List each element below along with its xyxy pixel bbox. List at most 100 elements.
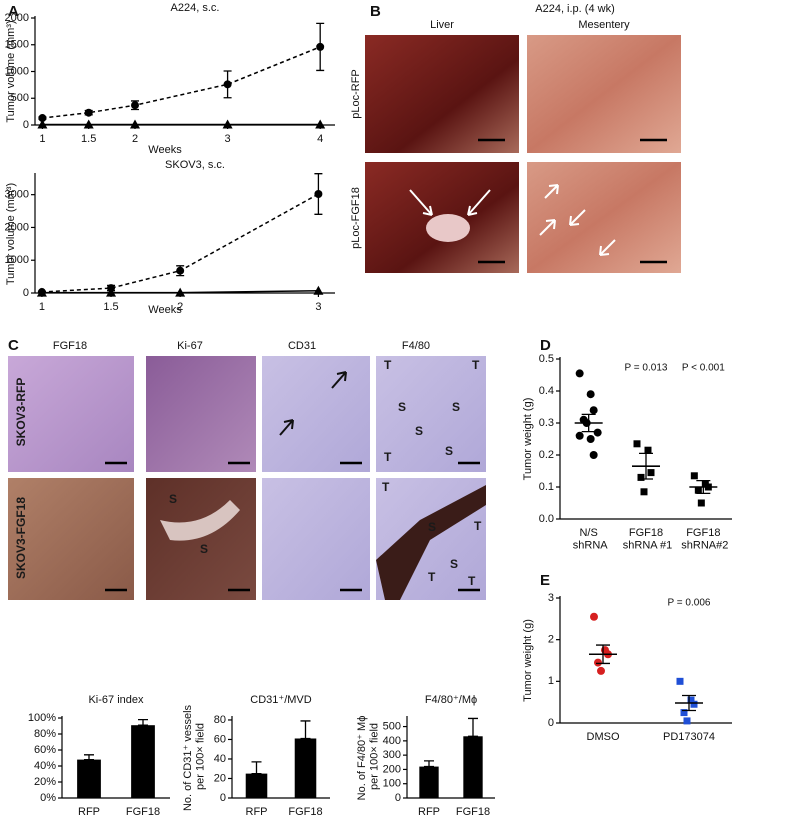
arrow xyxy=(409,189,433,216)
x-tick-label: 3 xyxy=(315,301,321,313)
point xyxy=(315,119,326,129)
chart-title: A224, s.c. xyxy=(171,2,220,14)
tumor xyxy=(426,214,470,242)
point xyxy=(130,119,140,129)
column-label: CD31 xyxy=(288,340,316,352)
error-bar xyxy=(138,718,148,726)
chart-title: Ki-67 index xyxy=(88,694,144,706)
arrow xyxy=(569,209,586,226)
micrograph xyxy=(146,356,256,472)
series-line xyxy=(42,46,321,119)
photo-grid xyxy=(365,35,681,273)
y-tick-label: 40% xyxy=(34,760,56,772)
x-tick-label: DMSO xyxy=(587,731,620,743)
point xyxy=(314,190,323,199)
y-tick-label: 2 xyxy=(548,634,554,646)
error-bar xyxy=(639,452,653,480)
annotation: P < 0.001 xyxy=(682,363,725,374)
y-axis-label: No. of F4/80⁺ Mϕ per 100× field xyxy=(356,716,381,801)
point xyxy=(647,469,655,477)
panel-letter: A xyxy=(8,3,19,20)
point xyxy=(676,677,684,685)
y-tick-label: 300 xyxy=(383,749,401,761)
row-label: pLoc-RFP xyxy=(350,69,362,119)
y-tick-label: 500 xyxy=(11,92,29,104)
micrograph xyxy=(262,478,370,600)
y-tick-label: 2000 xyxy=(5,12,29,24)
point xyxy=(222,119,233,129)
y-tick-label: 2000 xyxy=(5,221,29,233)
image-mark: T xyxy=(474,519,482,533)
y-tick-label: 0 xyxy=(23,287,29,299)
y-tick-label: 500 xyxy=(383,720,401,732)
y-tick-label: 20 xyxy=(214,772,226,784)
point xyxy=(690,472,698,480)
x-tick-label: 3 xyxy=(225,133,231,145)
stain-streak xyxy=(376,485,486,600)
micrograph xyxy=(8,356,134,472)
image-mark: S xyxy=(450,557,458,571)
image-mark: T xyxy=(384,358,392,372)
photo xyxy=(365,35,519,153)
y-tick-label: 100% xyxy=(28,712,56,724)
y-axis-label: No. of CD31⁺ vessels per 100× field xyxy=(182,704,207,811)
annotation: P = 0.013 xyxy=(625,363,668,374)
point xyxy=(640,488,648,496)
x-tick-label: 4 xyxy=(317,133,323,145)
y-tick-label: 0.0 xyxy=(539,513,554,525)
error-bar xyxy=(696,479,711,495)
x-tick-label: FGF18 xyxy=(126,806,160,818)
y-tick-label: 100 xyxy=(383,778,401,790)
y-tick-label: 0.1 xyxy=(539,481,554,493)
bar xyxy=(77,759,101,798)
point xyxy=(37,119,48,129)
image-mark: T xyxy=(428,570,436,584)
y-tick-label: 3000 xyxy=(5,189,29,201)
y-tick-label: 0 xyxy=(548,717,554,729)
x-tick-label: 2 xyxy=(132,133,138,145)
row-label: SKOV3-FGF18 xyxy=(14,497,28,579)
point xyxy=(175,287,186,297)
panel-letter: D xyxy=(540,337,551,354)
column-label: Liver xyxy=(430,19,454,31)
y-tick-label: 400 xyxy=(383,735,401,747)
point xyxy=(575,431,584,440)
stroma xyxy=(160,500,240,541)
y-tick-label: 0% xyxy=(40,792,56,804)
micrograph-grid xyxy=(8,356,486,600)
point xyxy=(694,486,702,494)
x-tick-label: 1.5 xyxy=(81,133,96,145)
image-mark: S xyxy=(452,400,460,414)
y-tick-label: 0 xyxy=(395,792,401,804)
image-mark: S xyxy=(415,424,423,438)
image-mark: T xyxy=(468,574,476,588)
x-axis-label: Weeks xyxy=(148,144,182,156)
bar xyxy=(131,725,155,798)
x-tick-label: FGF18 shRNA #1 xyxy=(620,527,673,552)
x-tick-label: FGF18 shRNA#2 xyxy=(678,527,728,552)
point xyxy=(313,285,324,295)
point xyxy=(680,709,688,717)
y-tick-label: 0.4 xyxy=(539,385,554,397)
point xyxy=(83,119,94,129)
arrow xyxy=(544,184,559,199)
row-label: SKOV3-RFP xyxy=(14,378,28,447)
chart-title: F4/80⁺/Mϕ xyxy=(425,694,477,706)
x-tick-label: RFP xyxy=(246,806,268,818)
image-mark: T xyxy=(472,358,480,372)
point xyxy=(586,390,595,399)
column-label: Mesentery xyxy=(578,19,630,31)
point xyxy=(697,499,705,507)
y-tick-label: 60% xyxy=(34,744,56,756)
point xyxy=(38,114,47,123)
point xyxy=(633,440,641,448)
series-line xyxy=(41,289,319,294)
error-bar xyxy=(424,760,434,768)
bar xyxy=(419,766,439,798)
micrograph xyxy=(376,356,486,472)
point xyxy=(687,696,695,704)
panel-letter: B xyxy=(370,3,381,20)
error-bar xyxy=(596,644,610,665)
column-label: FGF18 xyxy=(53,340,87,352)
